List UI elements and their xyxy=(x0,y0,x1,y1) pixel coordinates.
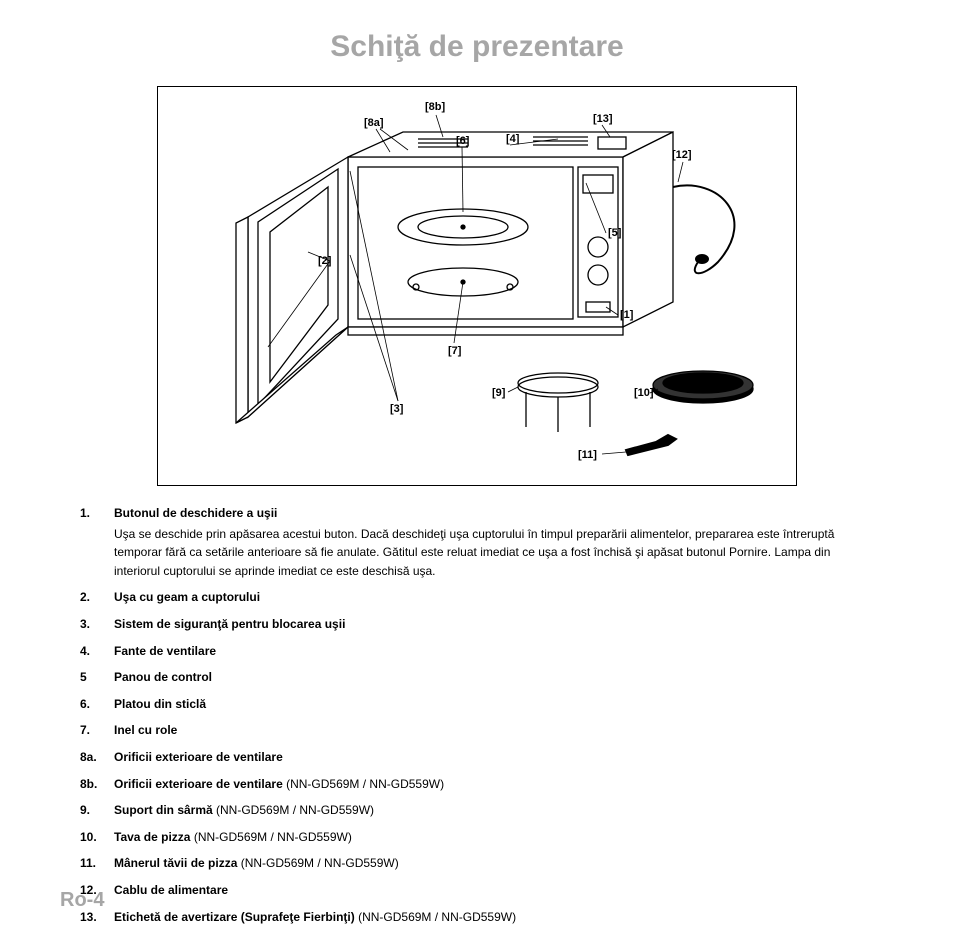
callout-4: [4] xyxy=(506,133,519,145)
legend-item: 7. Inel cu role xyxy=(80,721,874,740)
legend-body: Orificii exterioare de ventilare (NN-GD5… xyxy=(114,775,874,794)
legend-item: 3. Sistem de siguranţă pentru blocarea u… xyxy=(80,615,874,634)
legend-title: Orificii exterioare de ventilare xyxy=(114,777,283,791)
legend-num: 11. xyxy=(80,854,114,873)
legend-num: 10. xyxy=(80,828,114,847)
legend-item: 9. Suport din sârmă (NN-GD569M / NN-GD55… xyxy=(80,801,874,820)
legend-num: 7. xyxy=(80,721,114,740)
legend-item: 8b. Orificii exterioare de ventilare (NN… xyxy=(80,775,874,794)
legend-num: 5 xyxy=(80,668,114,687)
legend-item: 4. Fante de ventilare xyxy=(80,642,874,661)
legend-title: Panou de control xyxy=(114,670,212,684)
legend-title: Cablu de alimentare xyxy=(114,883,228,897)
legend-item: 13. Etichetă de avertizare (Suprafeţe Fi… xyxy=(80,908,874,927)
callout-10: [10] xyxy=(634,387,654,399)
legend-num: 8b. xyxy=(80,775,114,794)
legend-body: Suport din sârmă (NN-GD569M / NN-GD559W) xyxy=(114,801,874,820)
legend-num: 6. xyxy=(80,695,114,714)
diagram-frame: [8a] [8b] [6] [4] [13] [12] [2] [5] [1] … xyxy=(157,86,797,486)
callout-13: [13] xyxy=(593,113,613,125)
legend-title: Orificii exterioare de ventilare xyxy=(114,750,283,764)
callout-5: [5] xyxy=(608,227,621,239)
legend-note: (NN-GD569M / NN-GD559W) xyxy=(283,777,444,791)
legend-body: Etichetă de avertizare (Suprafeţe Fierbi… xyxy=(114,908,874,927)
legend-body: Tava de pizza (NN-GD569M / NN-GD559W) xyxy=(114,828,874,847)
legend-title: Butonul de deschidere a uşii xyxy=(114,506,277,520)
legend-title: Etichetă de avertizare (Suprafeţe Fierbi… xyxy=(114,910,355,924)
legend-body: Platou din sticlă xyxy=(114,695,874,714)
legend-item: 6. Platou din sticlă xyxy=(80,695,874,714)
legend-body: Inel cu role xyxy=(114,721,874,740)
legend-body: Fante de ventilare xyxy=(114,642,874,661)
callout-9: [9] xyxy=(492,387,505,399)
page-title: Schiţă de prezentare xyxy=(60,30,894,64)
legend-body: Orificii exterioare de ventilare xyxy=(114,748,874,767)
legend-title: Sistem de siguranţă pentru blocarea uşii xyxy=(114,617,345,631)
legend-num: 8a. xyxy=(80,748,114,767)
legend-title: Suport din sârmă xyxy=(114,803,213,817)
legend-num: 9. xyxy=(80,801,114,820)
legend-body: Cablu de alimentare xyxy=(114,881,874,900)
legend-num: 1. xyxy=(80,504,114,580)
legend-item: 10. Tava de pizza (NN-GD569M / NN-GD559W… xyxy=(80,828,874,847)
legend-title: Tava de pizza xyxy=(114,830,190,844)
legend-num: 4. xyxy=(80,642,114,661)
legend-list: 1. Butonul de deschidere a uşii Uşa se d… xyxy=(80,504,874,926)
callout-8a: [8a] xyxy=(364,117,384,129)
legend-title: Platou din sticlă xyxy=(114,697,206,711)
callout-6: [6] xyxy=(456,135,469,147)
legend-note: (NN-GD569M / NN-GD559W) xyxy=(213,803,374,817)
legend-body: Uşa cu geam a cuptorului xyxy=(114,588,874,607)
legend-desc: Uşa se deschide prin apăsarea acestui bu… xyxy=(114,525,874,581)
legend-item: 8a. Orificii exterioare de ventilare xyxy=(80,748,874,767)
legend-item: 11. Mânerul tăvii de pizza (NN-GD569M / … xyxy=(80,854,874,873)
legend-note: (NN-GD569M / NN-GD559W) xyxy=(355,910,516,924)
legend-num: 2. xyxy=(80,588,114,607)
legend-note: (NN-GD569M / NN-GD559W) xyxy=(190,830,351,844)
legend-title: Uşa cu geam a cuptorului xyxy=(114,590,260,604)
legend-title: Fante de ventilare xyxy=(114,644,216,658)
callout-7: [7] xyxy=(448,345,461,357)
callout-3: [3] xyxy=(390,403,403,415)
callout-1: [1] xyxy=(620,309,633,321)
legend-note: (NN-GD569M / NN-GD559W) xyxy=(237,856,398,870)
legend-item: 12. Cablu de alimentare xyxy=(80,881,874,900)
callout-11: [11] xyxy=(578,449,597,461)
legend-title: Mânerul tăvii de pizza xyxy=(114,856,237,870)
legend-body: Sistem de siguranţă pentru blocarea uşii xyxy=(114,615,874,634)
legend-body: Butonul de deschidere a uşii Uşa se desc… xyxy=(114,504,874,580)
legend-title: Inel cu role xyxy=(114,723,177,737)
legend-item: 1. Butonul de deschidere a uşii Uşa se d… xyxy=(80,504,874,580)
callout-8b: [8b] xyxy=(425,101,445,113)
microwave-diagram xyxy=(158,87,798,487)
legend-num: 3. xyxy=(80,615,114,634)
callout-2: [2] xyxy=(318,255,331,267)
legend-item: 2. Uşa cu geam a cuptorului xyxy=(80,588,874,607)
page-number: Ro-4 xyxy=(60,889,104,912)
legend-body: Panou de control xyxy=(114,668,874,687)
legend-body: Mânerul tăvii de pizza (NN-GD569M / NN-G… xyxy=(114,854,874,873)
legend-item: 5 Panou de control xyxy=(80,668,874,687)
callout-12: [12] xyxy=(672,149,692,161)
